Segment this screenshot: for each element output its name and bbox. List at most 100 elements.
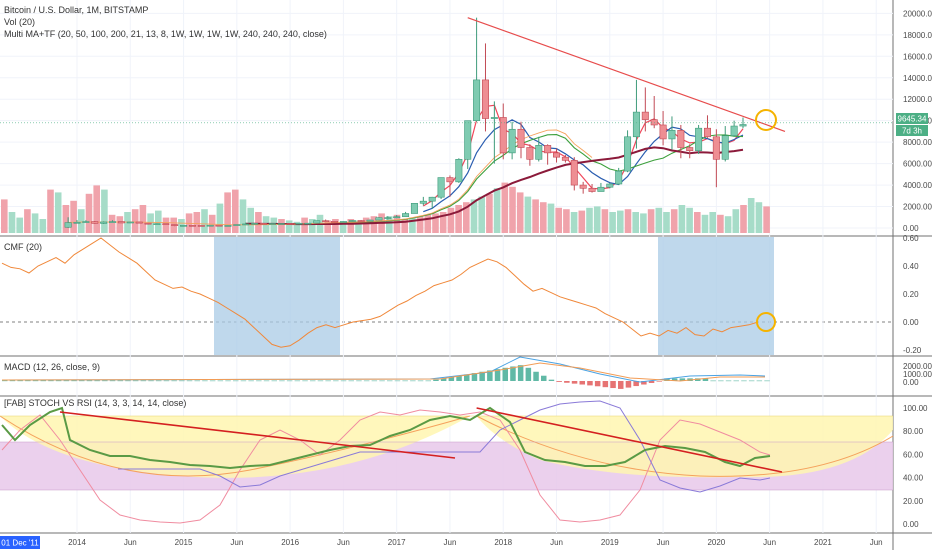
candle-body xyxy=(526,147,534,160)
macd-bar xyxy=(702,378,709,381)
macd-bar xyxy=(340,380,347,382)
candle-body xyxy=(153,223,161,226)
chart-title: Bitcoin / U.S. Dollar, 1M, BITSTAMP xyxy=(4,5,148,15)
macd-bar xyxy=(9,380,16,382)
candle-body xyxy=(339,221,347,223)
volume-bar xyxy=(493,188,501,233)
macd-bar xyxy=(140,380,147,382)
volume-bar xyxy=(694,212,701,233)
volume-bar xyxy=(247,207,254,233)
volume-bar xyxy=(93,185,100,233)
volume-bar xyxy=(732,209,740,233)
volume-bar xyxy=(532,199,539,233)
volume-bar xyxy=(39,219,47,233)
price-tick-label: 20000.00 xyxy=(903,9,932,18)
yellow-bowl-left-edge xyxy=(0,415,471,477)
macd-tick-label: 2000.00 xyxy=(903,362,932,371)
price-tick-label: 12000.00 xyxy=(903,95,932,104)
macd-bar xyxy=(471,373,478,381)
candle-body xyxy=(188,225,196,227)
macd-bar xyxy=(109,380,116,382)
volume-bar xyxy=(70,200,77,233)
candle-body xyxy=(446,177,454,183)
volume-bar xyxy=(609,212,616,233)
volume-bar xyxy=(709,212,716,233)
macd-bar xyxy=(163,380,170,382)
stoch-k-line xyxy=(1,409,771,524)
candle-body xyxy=(117,221,125,224)
macd-indicator-label: MACD (12, 26, close, 9) xyxy=(4,362,100,372)
price-highlight-circle xyxy=(755,109,777,131)
price-candles xyxy=(64,17,747,228)
cmf-indicator-label: CMF (20) xyxy=(4,242,42,252)
x-tick-label: 2021 xyxy=(814,538,832,547)
candle-body xyxy=(712,136,720,160)
macd-bar xyxy=(25,380,31,382)
candle-body xyxy=(419,200,427,204)
candle-body xyxy=(393,216,401,219)
macd-tick-label: 1000.00 xyxy=(903,370,932,379)
macd-bar xyxy=(556,381,562,382)
candle-body xyxy=(668,130,676,140)
macd-bar xyxy=(40,380,46,382)
cmf-tick-label: -0.20 xyxy=(903,346,922,355)
x-tick-label: Jun xyxy=(550,538,563,547)
rsi-line xyxy=(1,406,771,470)
macd-bar xyxy=(517,365,524,381)
stoch-tick-label: 20.00 xyxy=(903,497,924,506)
macd-bar xyxy=(548,379,555,381)
cmf-shade-left xyxy=(214,237,340,355)
volume-bar xyxy=(193,212,201,233)
ma-indicator-label: Multi MA+TF (20, 50, 100, 200, 21, 13, 8… xyxy=(4,29,327,39)
candle-body xyxy=(331,221,339,223)
y-axis-labels: 20000.00 18000.00 16000.00 14000.00 12000.00… xyxy=(903,9,932,529)
volume-bar xyxy=(501,182,509,233)
x-tick-label: 2019 xyxy=(601,538,619,547)
volume-bar xyxy=(116,216,124,233)
candle-body xyxy=(535,145,543,160)
volume-bar xyxy=(339,221,347,233)
price-tick-label: 4000.00 xyxy=(903,181,932,190)
x-tick-label: Jun xyxy=(763,538,776,547)
macd-bar xyxy=(271,380,277,382)
candle-body xyxy=(224,225,232,227)
macd-bar xyxy=(71,380,77,382)
candle-body xyxy=(730,125,738,137)
candle-body xyxy=(455,159,463,183)
volume-bar xyxy=(255,212,262,233)
cmf-tick-label: 0.40 xyxy=(903,262,919,271)
macd-bar xyxy=(302,380,308,382)
candle-body xyxy=(606,183,614,188)
volume-bar xyxy=(486,193,493,233)
candle-body xyxy=(109,221,117,223)
macd-bar xyxy=(117,380,123,382)
volume-bar xyxy=(686,207,693,233)
candle-body xyxy=(588,187,596,192)
macd-bar xyxy=(55,380,62,382)
volume-bar xyxy=(8,212,16,233)
candle-body xyxy=(206,224,214,227)
macd-bar xyxy=(610,381,616,389)
candle-body xyxy=(544,145,552,154)
volume-bar xyxy=(370,216,378,233)
candle-body xyxy=(180,225,188,227)
volume-bar xyxy=(717,214,724,233)
macd-bar xyxy=(718,380,724,382)
candle-body xyxy=(215,224,223,227)
macd-bar xyxy=(2,380,8,382)
candle-body xyxy=(579,184,587,189)
x-tick-label: 2020 xyxy=(707,538,725,547)
volume-bar xyxy=(278,219,285,233)
x-tick-label: Jun xyxy=(230,538,243,547)
candle-body xyxy=(375,217,383,221)
date-badge-text: 01 Dec '11 xyxy=(1,539,39,548)
volume-bar xyxy=(540,202,547,233)
volume-bar xyxy=(139,205,147,233)
candle-body xyxy=(135,221,143,224)
price-tick-label: 14000.00 xyxy=(903,74,932,83)
macd-bar xyxy=(564,381,570,383)
volume-bar xyxy=(62,205,70,233)
macd-bar xyxy=(194,380,200,382)
volume-bar xyxy=(362,217,370,233)
